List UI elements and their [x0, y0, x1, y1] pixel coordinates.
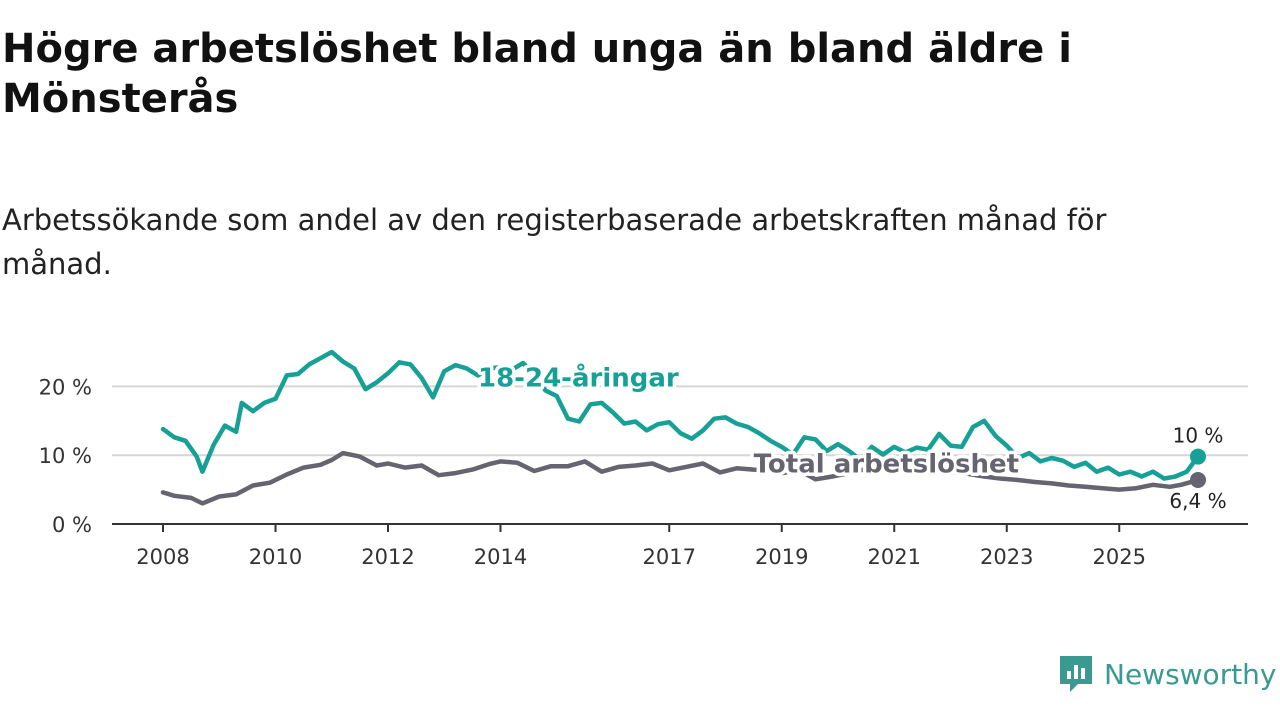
series-line-total [160, 450, 1201, 506]
x-tick-label: 2023 [980, 545, 1033, 569]
brand-logo[interactable]: Newsworthy [1058, 654, 1277, 694]
chart-title: Högre arbetslöshet bland unga än bland ä… [2, 26, 1072, 122]
end-value-label-total: 6,4 % [1169, 489, 1226, 513]
end-value-label-youth: 10 % [1173, 424, 1224, 448]
y-tick-label: 20 % [39, 375, 92, 399]
brand-name: Newsworthy [1104, 657, 1277, 691]
x-tick-label: 2019 [755, 545, 808, 569]
newsworthy-logo-icon [1060, 656, 1092, 692]
series-label-youth: 18-24-åringar [478, 361, 679, 393]
series-line-youth [160, 349, 1201, 481]
y-tick-label: 0 % [52, 513, 92, 537]
x-tick-label: 2010 [249, 545, 302, 569]
x-tick-label: 2014 [474, 545, 527, 569]
x-tick-label: 2012 [361, 545, 414, 569]
series-label-total: Total arbetslöshet [754, 449, 1019, 479]
series-end-point-total [1190, 471, 1206, 488]
chart-subtitle: Arbetssökande som andel av den registerb… [2, 203, 1107, 281]
y-tick-label: 10 % [39, 444, 92, 468]
x-tick-label: 2025 [1093, 545, 1146, 569]
series-end-point-youth [1190, 448, 1206, 465]
x-tick-label: 2017 [643, 545, 696, 569]
x-tick-label: 2008 [136, 545, 189, 569]
x-tick-label: 2021 [868, 545, 921, 569]
